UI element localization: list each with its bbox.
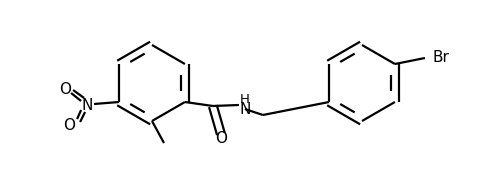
Text: H: H	[240, 93, 250, 105]
Text: O: O	[59, 81, 71, 96]
Text: N: N	[239, 101, 250, 116]
Text: O: O	[63, 118, 75, 133]
Text: O: O	[215, 130, 227, 145]
Text: N: N	[82, 98, 93, 113]
Text: Br: Br	[433, 50, 450, 65]
